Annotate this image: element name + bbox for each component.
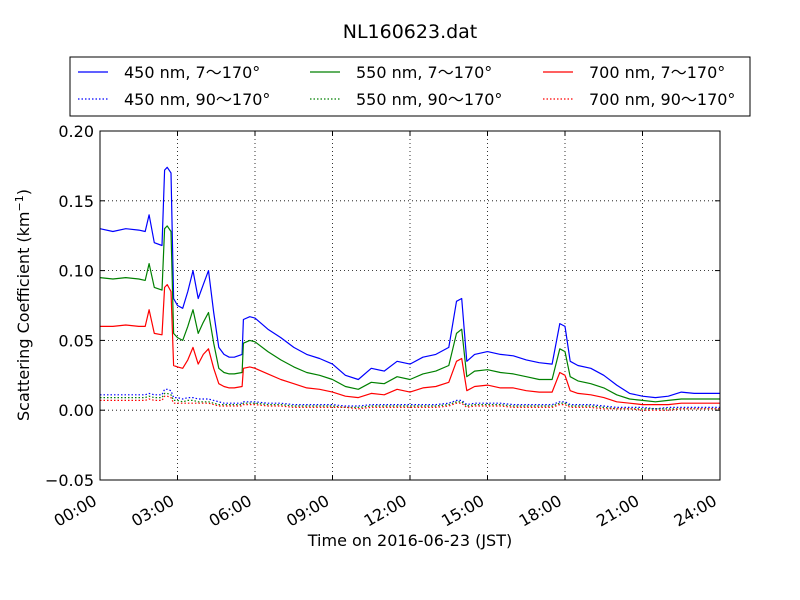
y-tick-label: 0.05 <box>58 331 94 350</box>
y-tick-label: 0.00 <box>58 401 94 420</box>
y-axis-label-close: ) <box>14 189 33 195</box>
series-lines <box>99 166 720 411</box>
legend-label: 550 nm, 7～170° <box>356 63 492 82</box>
y-axis-label-superscript: −1 <box>13 195 26 211</box>
legend-frame <box>69 56 751 117</box>
y-axis-label-main: Scattering Coefficient (km <box>14 211 33 421</box>
series-line-700-nm-7-170 <box>100 284 720 406</box>
y-axis-label: Scattering Coefficient (km−1) <box>13 189 33 421</box>
legend: 450 nm, 7～170° 450 nm, 90～170° 550 nm, 7～1… <box>69 56 751 117</box>
legend-label: 450 nm, 90～170° <box>124 90 270 109</box>
x-axis-label: Time on 2016-06-23 (JST) <box>307 531 512 550</box>
chart-title: NL160623.dat <box>343 21 478 43</box>
legend-label: 700 nm, 90～170° <box>589 90 735 109</box>
series-line-700-nm-90-170 <box>100 395 720 411</box>
series-line-550-nm-7-170 <box>99 225 720 403</box>
y-tick-label: 0.10 <box>58 262 94 281</box>
y-tick-label: −0.05 <box>45 471 94 490</box>
series-line-450-nm-7-170 <box>99 166 720 399</box>
grid-lines <box>100 131 720 480</box>
series-line-450-nm-90-170 <box>100 388 720 410</box>
legend-label: 450 nm, 7～170° <box>124 63 260 82</box>
legend-label: 550 nm, 90～170° <box>356 90 502 109</box>
y-tick-label: 0.20 <box>58 122 94 141</box>
legend-label: 700 nm, 7～170° <box>589 63 725 82</box>
y-tick-label: 0.15 <box>58 192 94 211</box>
series-line-550-nm-90-170 <box>100 392 720 410</box>
